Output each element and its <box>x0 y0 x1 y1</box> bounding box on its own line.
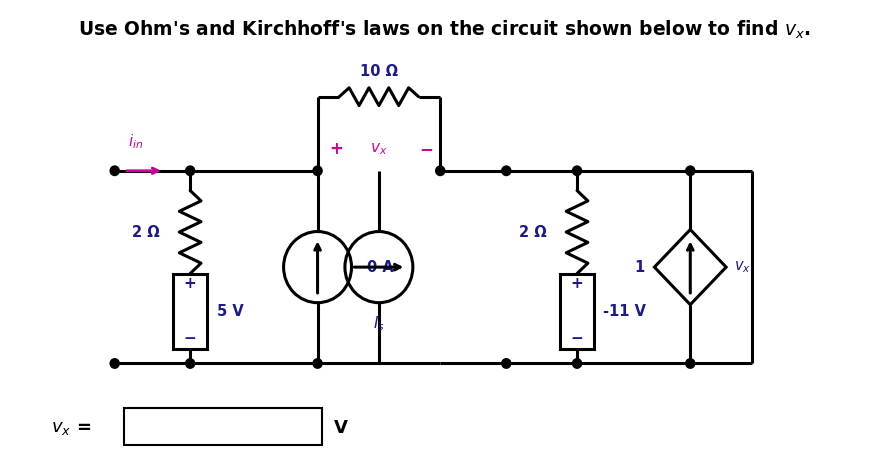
Circle shape <box>573 166 582 175</box>
Text: +: + <box>329 140 344 158</box>
Text: $i_{in}$: $i_{in}$ <box>128 132 143 151</box>
Text: =: = <box>76 419 91 437</box>
Text: $v_x$: $v_x$ <box>733 259 750 275</box>
Circle shape <box>686 359 694 368</box>
Text: $v_x$: $v_x$ <box>51 419 71 437</box>
Circle shape <box>686 166 694 175</box>
Bar <box>173 274 207 349</box>
Text: 0 A: 0 A <box>367 259 393 274</box>
Text: 2 Ω: 2 Ω <box>519 225 547 240</box>
Circle shape <box>502 359 511 368</box>
Text: −: − <box>419 140 433 158</box>
Circle shape <box>313 166 322 175</box>
Text: 2 Ω: 2 Ω <box>132 225 160 240</box>
Circle shape <box>186 359 194 368</box>
Text: +: + <box>184 276 196 291</box>
Text: Use Ohm's and Kirchhoff's laws on the circuit shown below to find $v_x$.: Use Ohm's and Kirchhoff's laws on the ci… <box>77 19 811 41</box>
Circle shape <box>186 166 194 175</box>
Text: −: − <box>184 331 196 346</box>
Text: 1: 1 <box>635 259 645 274</box>
Text: +: + <box>571 276 583 291</box>
Text: 10 Ω: 10 Ω <box>360 64 398 79</box>
Circle shape <box>502 166 511 175</box>
Text: -11 V: -11 V <box>604 304 646 319</box>
Circle shape <box>110 166 119 175</box>
Circle shape <box>313 359 322 368</box>
Circle shape <box>436 166 445 175</box>
Text: $I_s$: $I_s$ <box>373 314 385 333</box>
Text: 5 V: 5 V <box>217 304 243 319</box>
Circle shape <box>573 359 582 368</box>
Text: −: − <box>571 331 583 346</box>
Text: V: V <box>334 419 347 437</box>
Bar <box>560 274 594 349</box>
Circle shape <box>110 359 119 368</box>
Text: $v_x$: $v_x$ <box>370 141 387 157</box>
Bar <box>124 408 322 446</box>
